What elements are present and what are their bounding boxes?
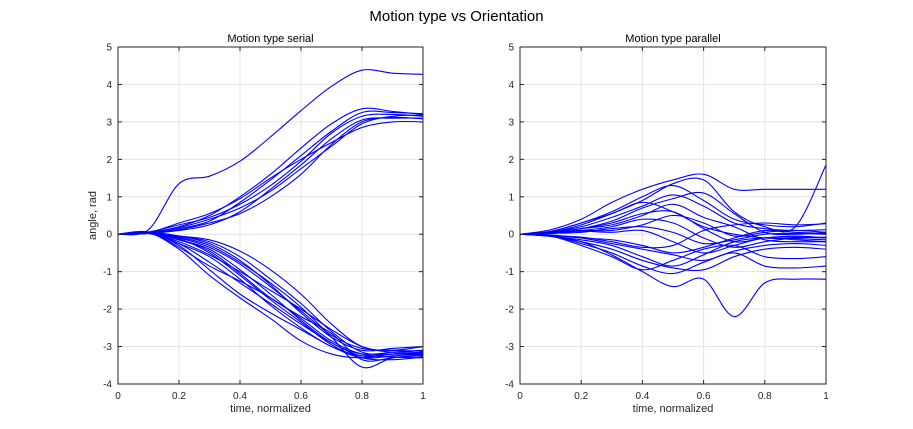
y-tick-label: 3 <box>508 117 514 128</box>
y-tick-label: 2 <box>106 155 112 166</box>
y-tick-label: -3 <box>103 342 112 353</box>
series-line-8 <box>519 194 827 235</box>
x-tick-label: 0 <box>115 391 121 402</box>
y-tick-label: 1 <box>106 192 112 203</box>
series-line-5 <box>117 120 424 235</box>
x-tick-label: 1 <box>420 391 426 402</box>
x-tick-label: 0.8 <box>758 391 772 402</box>
chart-1: 0 0.2 0.4 0.6 0.8 1 -4 -3 -2 -1 0 1 2 3 4 5 Motion type … <box>505 33 829 415</box>
series-line-11 <box>117 231 424 359</box>
chart-0: 0 0.2 0.4 0.6 0.8 1 -4 -3 -2 -1 0 1 2 3 4 5 Motion type … <box>87 33 426 415</box>
x-tick-label: 0.6 <box>294 391 308 402</box>
chart-title: Motion type serial <box>227 33 313 45</box>
series-line-4 <box>519 233 827 275</box>
y-tick-label: -1 <box>103 267 112 278</box>
series-line-19 <box>519 229 827 254</box>
x-tick-label: 1 <box>823 391 829 402</box>
y-tick-label: 4 <box>106 80 112 91</box>
series-line-3 <box>117 113 424 235</box>
chart-title: Motion type parallel <box>625 33 720 45</box>
y-tick-label: 4 <box>508 80 514 91</box>
series-line-0 <box>117 69 424 236</box>
series-line-19 <box>117 232 424 351</box>
y-tick-label: 1 <box>508 192 514 203</box>
series-line-17 <box>117 232 424 369</box>
y-axis-label: angle, rad <box>87 191 99 240</box>
figure-title: Motion type vs Orientation <box>369 8 544 25</box>
y-tick-label: 0 <box>106 230 112 241</box>
series-line-11 <box>519 233 827 272</box>
x-tick-label: 0.4 <box>233 391 247 402</box>
series-line-7 <box>117 116 424 235</box>
y-tick-label: 0 <box>508 230 514 241</box>
x-tick-label: 0.8 <box>355 391 369 402</box>
y-tick-label: -4 <box>505 380 514 391</box>
y-tick-label: 2 <box>508 155 514 166</box>
series-line-18 <box>519 233 827 271</box>
series-line-17 <box>519 201 827 241</box>
y-tick-label: -4 <box>103 380 112 391</box>
x-axis-label: time, normalized <box>230 403 311 415</box>
y-tick-label: 5 <box>508 43 514 54</box>
x-tick-label: 0 <box>517 391 523 402</box>
series-line-15 <box>117 231 424 359</box>
x-tick-label: 0.6 <box>697 391 711 402</box>
y-tick-label: -1 <box>505 267 514 278</box>
x-tick-label: 0.4 <box>635 391 649 402</box>
y-tick-label: -2 <box>103 305 112 316</box>
series-line-16 <box>519 222 827 249</box>
x-tick-label: 0.2 <box>574 391 588 402</box>
y-tick-label: -3 <box>505 342 514 353</box>
y-tick-label: 3 <box>106 117 112 128</box>
series-line-2 <box>117 110 424 235</box>
plot-area <box>118 47 423 384</box>
y-tick-label: -2 <box>505 305 514 316</box>
series-line-6 <box>117 114 424 235</box>
series-line-15 <box>519 203 827 243</box>
axes-box <box>519 46 827 385</box>
y-tick-label: 5 <box>106 43 112 54</box>
x-tick-label: 0.2 <box>172 391 186 402</box>
axes-box <box>117 46 424 385</box>
series-line-0 <box>519 173 826 235</box>
series-line-21 <box>117 232 424 361</box>
series-line-20 <box>117 231 424 357</box>
x-axis-label: time, normalized <box>633 403 714 415</box>
